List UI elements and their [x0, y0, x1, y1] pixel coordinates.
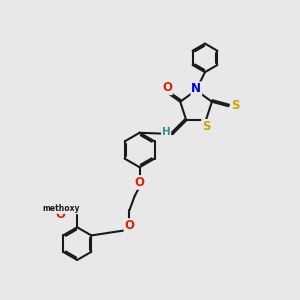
Text: S: S	[202, 120, 210, 133]
Text: methoxy: methoxy	[42, 204, 80, 213]
Text: S: S	[231, 99, 239, 112]
Text: H: H	[162, 127, 170, 137]
Text: O: O	[124, 219, 134, 232]
Text: N: N	[191, 82, 201, 95]
Text: O: O	[56, 208, 66, 221]
Text: O: O	[162, 81, 172, 94]
Text: O: O	[135, 176, 145, 189]
